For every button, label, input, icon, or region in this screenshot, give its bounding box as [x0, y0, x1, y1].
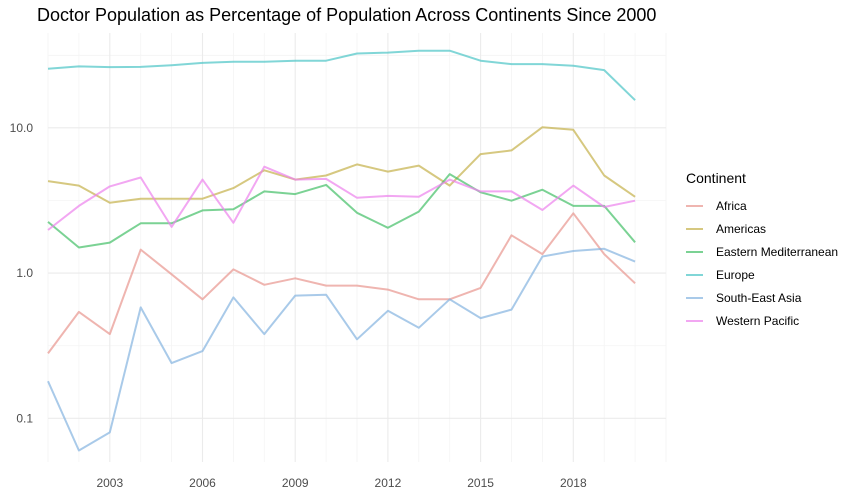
legend-item-africa: Africa: [686, 194, 838, 217]
legend-swatch: [686, 227, 703, 230]
x-axis-tick-labels: 2003 2006 2009 2012 2015 2018: [96, 476, 587, 490]
x-tick-label: 2003: [96, 476, 123, 490]
legend-item-americas: Americas: [686, 217, 838, 240]
legend-label: Western Pacific: [716, 313, 800, 328]
x-tick-label: 2009: [282, 476, 309, 490]
y-axis-tick-labels: 0.1 1.0 10.0: [10, 121, 34, 425]
y-tick-label: 10.0: [10, 121, 34, 135]
x-tick-label: 2012: [375, 476, 402, 490]
x-tick-label: 2015: [467, 476, 494, 490]
y-tick-label: 0.1: [16, 411, 33, 425]
legend-label: Africa: [716, 198, 747, 213]
series-line-eastern-mediterranean: [47, 173, 636, 249]
legend-item-western-pacific: Western Pacific: [686, 309, 838, 332]
series-layer: [47, 49, 636, 452]
legend-swatch: [686, 296, 703, 299]
series-line-south-east-asia: [47, 247, 636, 452]
legend-label: Europe: [716, 267, 755, 282]
x-tick-label: 2006: [189, 476, 216, 490]
x-tick-label: 2018: [560, 476, 587, 490]
legend-label: Eastern Mediterranean: [716, 244, 839, 259]
legend-swatch: [686, 319, 703, 322]
legend-swatch: [686, 273, 703, 276]
series-line-americas: [47, 126, 636, 204]
legend-item-south-east-asia: South-East Asia: [686, 286, 838, 309]
legend-item-eastern-mediterranean: Eastern Mediterranean: [686, 240, 838, 263]
legend-items: Africa Americas Eastern Mediterranean Europ…: [686, 194, 838, 332]
grid-major: [48, 33, 666, 462]
y-tick-label: 1.0: [16, 266, 33, 280]
series-line-europe: [47, 49, 636, 101]
legend: Continent Africa Americas Eastern Mediterr…: [686, 170, 838, 332]
legend-swatch: [686, 204, 703, 207]
grid-minor: [47, 33, 667, 462]
legend-swatch: [686, 250, 703, 253]
legend-item-europe: Europe: [686, 263, 838, 286]
legend-label: South-East Asia: [716, 290, 802, 305]
series-line-africa: [47, 212, 636, 354]
series-line-western-pacific: [47, 165, 636, 231]
chart-title: Doctor Population as Percentage of Popul…: [37, 5, 657, 25]
legend-title: Continent: [686, 170, 746, 186]
legend-label: Americas: [716, 221, 767, 236]
